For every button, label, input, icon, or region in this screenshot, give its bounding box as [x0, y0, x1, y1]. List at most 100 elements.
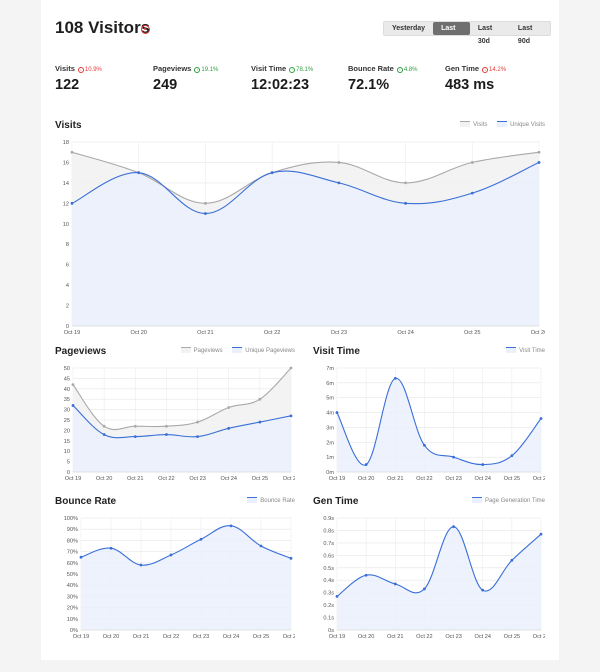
data-point: [169, 553, 173, 557]
chart-legend: Pageviews Unique Pageviews: [173, 347, 295, 354]
y-tick-label: 6: [66, 263, 69, 269]
data-point: [452, 455, 455, 459]
data-point: [335, 595, 339, 598]
y-tick-label: 6m: [326, 381, 334, 387]
data-point: [393, 582, 397, 586]
header: 108 Visitors Yesterday Last 7d Last 30d …: [55, 18, 551, 45]
range-yesterday-button[interactable]: Yesterday: [392, 25, 426, 32]
y-tick-label: 0.9s: [323, 516, 334, 522]
series-area: [73, 405, 291, 472]
visit-time-plot: 0m 1m 2m 3m 4m 5m 6m 7m Oct 19 Oct 20 Oct 21 Oct 22…: [326, 366, 545, 482]
legend-label: Page Generation Time: [484, 498, 545, 504]
data-point: [227, 426, 231, 430]
data-point: [196, 420, 199, 424]
series-line: [336, 526, 542, 597]
series-area: [72, 162, 539, 326]
legend-item[interactable]: Bounce Rate: [247, 497, 295, 504]
series-area: [337, 526, 541, 630]
legend-swatch: [247, 497, 258, 503]
legend-item[interactable]: Page Generation Time: [471, 497, 545, 504]
data-point: [259, 544, 263, 548]
x-tick-label: Oct 20: [358, 476, 374, 482]
data-point: [470, 161, 474, 164]
data-point: [139, 563, 143, 567]
stat-bounce-rate: Bounce Rate ↑ 4.8% 72.1%: [348, 64, 418, 93]
data-point: [71, 383, 75, 387]
legend-item[interactable]: Visits: [460, 121, 487, 128]
data-point: [165, 424, 168, 428]
series-line: [80, 525, 292, 566]
arrow-down-icon: ↓: [77, 67, 84, 73]
data-point: [404, 181, 407, 185]
chart-legend: Visit Time: [498, 347, 545, 354]
stat-value: 483 ms: [445, 77, 495, 93]
data-point: [229, 524, 233, 528]
arrow-up-icon: ↑: [194, 67, 201, 73]
y-tick-label: 5m: [326, 396, 334, 402]
data-point: [289, 556, 293, 560]
y-tick-label: 50: [64, 366, 70, 372]
data-point: [199, 537, 203, 541]
gen-time-chart: Gen Time Page Generation Time 0s 0.1s 0.2s…: [313, 496, 545, 642]
chart-title: Visit Time: [313, 346, 360, 357]
data-point: [423, 443, 426, 447]
y-tick-label: 0s: [328, 628, 334, 634]
stat-change: ↑ 19.1%: [194, 67, 218, 73]
range-last-7d-button[interactable]: Last 7d: [433, 22, 470, 45]
live-indicator-icon: [141, 25, 150, 34]
y-tick-label: 4: [66, 283, 69, 289]
legend-item[interactable]: Visit Time: [506, 347, 545, 354]
y-tick-label: 18: [63, 140, 69, 146]
legend-item[interactable]: Pageviews: [180, 347, 223, 354]
y-tick-label: 10: [63, 222, 69, 228]
data-point: [70, 201, 74, 205]
range-last-90d-button[interactable]: Last 90d: [517, 25, 533, 45]
legend-item[interactable]: Unique Visits: [497, 121, 545, 128]
series-area: [337, 378, 541, 472]
y-tick-label: 12: [63, 201, 69, 207]
data-point: [423, 587, 426, 591]
visitors-title: 108 Visitors: [55, 18, 151, 37]
data-point: [102, 433, 106, 436]
stat-value: 249: [153, 77, 178, 93]
y-tick-label: 40: [64, 387, 70, 393]
stat-change-value: 4.8%: [403, 67, 418, 73]
x-tick-label: Oct 23: [193, 634, 209, 640]
legend-swatch: [471, 497, 482, 503]
y-tick-label: 0%: [70, 628, 78, 634]
dashboard: 108 Visitors Yesterday Last 7d Last 30d …: [41, 0, 559, 660]
x-tick-label: Oct 22: [163, 634, 179, 640]
data-point: [539, 417, 543, 420]
legend-item[interactable]: Unique Pageviews: [232, 347, 295, 354]
chart-legend: Bounce Rate: [239, 497, 295, 504]
legend-swatch: [180, 347, 191, 353]
visit-time-chart: Visit Time Visit Time 0m 1m 2m 3m 4m 5m 6m 7m Oc…: [313, 346, 545, 484]
gen-time-plot: 0s 0.1s 0.2s 0.3s 0.4s 0.5s 0.6s 0.7s 0.8s 0.9s Oc…: [323, 516, 545, 640]
y-tick-label: 80%: [67, 538, 78, 544]
x-tick-label: Oct 26: [283, 634, 295, 640]
range-last-30d-button[interactable]: Last 30d: [477, 25, 493, 45]
x-tick-label: Oct 25: [464, 330, 480, 336]
x-tick-label: Oct 19: [65, 476, 81, 482]
data-point: [452, 525, 455, 529]
x-tick-label: Oct 20: [130, 330, 146, 336]
x-tick-label: Oct 20: [103, 634, 119, 640]
y-tick-label: 0: [67, 470, 70, 476]
y-tick-label: 30: [64, 408, 70, 414]
date-range-selector: Yesterday Last 7d Last 30d Last 90d: [383, 21, 551, 45]
visits-plot: 0 2 4 6 8 10 12 14 16 18 Oct 19 Oct 20 Oct 21 Oct 22 O…: [63, 140, 545, 336]
stat-pageviews: Pageviews ↑ 19.1% 249: [153, 64, 218, 93]
data-point: [470, 191, 474, 195]
y-tick-label: 0.6s: [323, 553, 334, 559]
stat-gen-time: Gen Time ↓ 14.2% 483 ms: [445, 64, 506, 93]
legend-label: Pageviews: [193, 348, 223, 354]
legend-swatch: [497, 121, 508, 127]
stat-change-value: 10.9%: [84, 67, 102, 73]
data-point: [481, 463, 485, 466]
x-tick-label: Oct 22: [264, 330, 280, 336]
x-tick-label: Oct 23: [445, 476, 461, 482]
legend-swatch: [506, 347, 517, 353]
x-tick-label: Oct 26: [283, 476, 295, 482]
x-tick-label: Oct 25: [504, 634, 520, 640]
stat-label: Visit Time: [251, 64, 287, 73]
